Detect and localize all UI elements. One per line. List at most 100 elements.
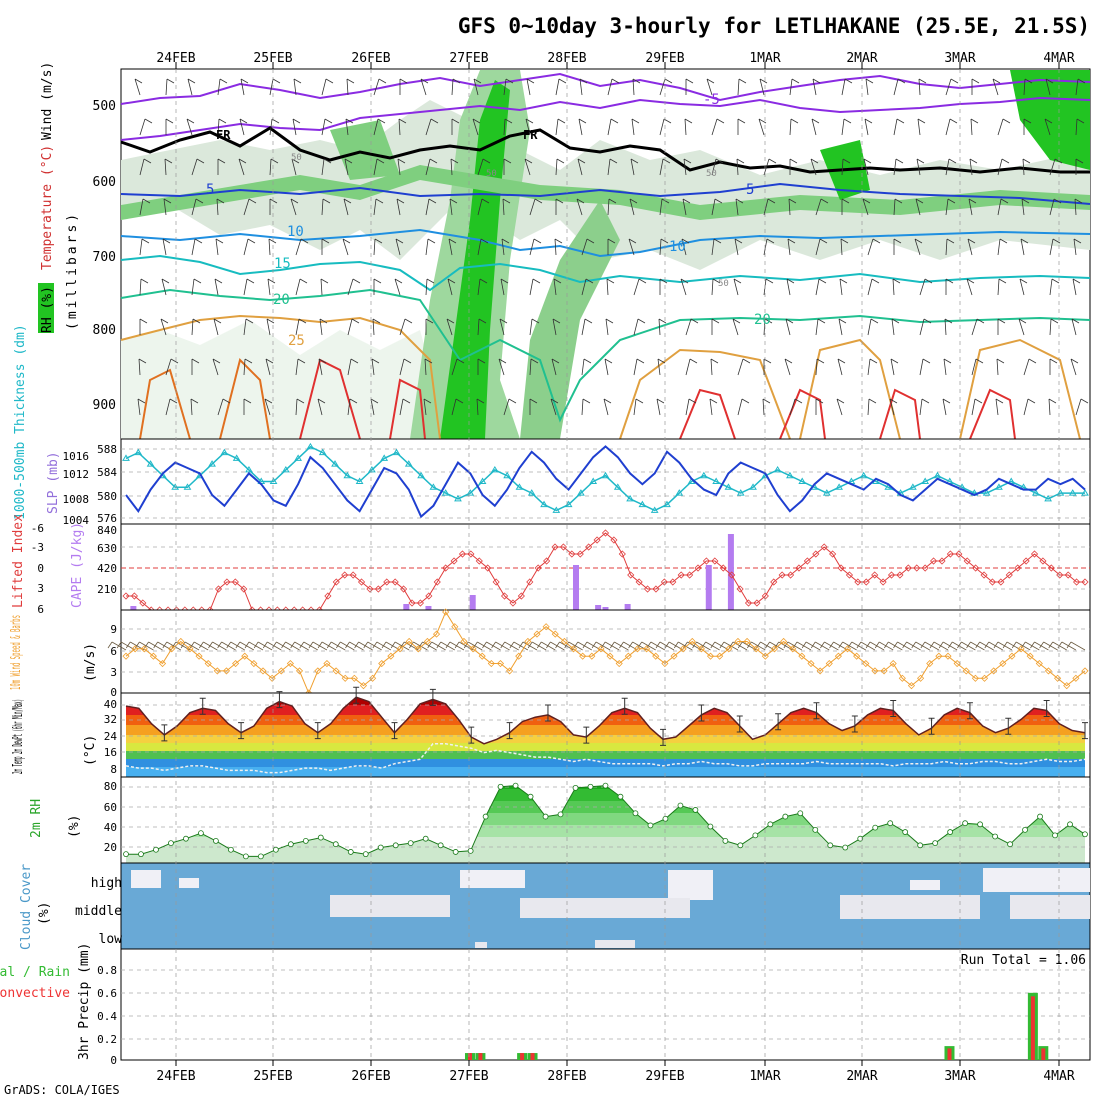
upper-wind-barb — [344, 158, 353, 176]
upper-wind-barb — [371, 358, 380, 376]
upper-wind-barb — [345, 118, 354, 136]
wind-marker — [332, 667, 340, 675]
contour-label-15: 15 — [274, 256, 291, 272]
thickness-marker — [466, 489, 475, 496]
upper-wind-barb — [295, 278, 308, 296]
temp-minmax-bar — [353, 686, 360, 704]
wind10-barb — [993, 641, 1013, 651]
precip-convective-bar — [1041, 1048, 1046, 1060]
wind10-barb — [536, 641, 556, 651]
upper-wind-barb — [1049, 198, 1062, 216]
rh-marker — [572, 784, 579, 791]
wind-marker — [816, 667, 824, 675]
wind-marker — [469, 645, 477, 653]
thickness-marker — [122, 454, 130, 461]
temp-minmax-bar — [238, 722, 245, 740]
upper-wind-barb — [295, 318, 307, 336]
slp-tick-1008: 1008 — [63, 493, 90, 506]
upper-wind-barb — [139, 198, 151, 216]
upper-wind-barb — [685, 318, 699, 336]
upper-wind-barb — [395, 238, 404, 256]
wind-marker — [432, 630, 441, 638]
wind-marker — [149, 652, 157, 660]
rh-marker — [1022, 826, 1028, 833]
date-label-bottom: 3MAR — [944, 1069, 975, 1084]
thickness-marker — [835, 483, 843, 490]
rh-marker — [542, 813, 549, 820]
rh-marker — [1067, 821, 1073, 828]
wind-marker — [716, 652, 724, 660]
upper-wind-barb — [347, 358, 359, 376]
rh-fill-secondary — [520, 200, 620, 439]
li-marker — [736, 585, 744, 593]
credit-text: GrADS: COLA/IGES — [4, 1083, 120, 1097]
wind-marker — [222, 667, 231, 675]
rh-marker — [287, 841, 294, 848]
upper-wind-barb — [187, 78, 196, 96]
upper-wind-barb — [291, 158, 300, 176]
precip-tick-0-6: 0.6 — [97, 987, 117, 1000]
wind10-barb — [765, 641, 784, 651]
wind-marker — [597, 645, 605, 653]
upper-air-panel: -5 FR FR 5 5 10 10 15 20 20 25 50 50 50 … — [38, 62, 1091, 440]
upper-wind-barb — [217, 158, 226, 175]
rh-marker — [602, 782, 609, 789]
upper-wind-barb — [890, 358, 899, 376]
upper-wind-barb — [293, 78, 302, 96]
upper-wind-barb — [607, 118, 619, 136]
wind-marker — [1017, 645, 1025, 653]
upper-wind-barb — [503, 398, 517, 416]
upper-label-rh: RH (%) — [40, 286, 55, 333]
wind10-barb — [162, 641, 181, 651]
upper-wind-barb — [214, 278, 223, 296]
wind10-barb — [509, 641, 529, 651]
li-marker — [601, 529, 610, 537]
date-label-top: 1MAR — [749, 51, 780, 66]
upper-wind-barb — [238, 158, 247, 176]
thickness-marker — [404, 460, 413, 467]
wind-marker — [944, 652, 952, 660]
upper-wind-barb — [447, 278, 456, 296]
temp-minmax-bar — [966, 702, 973, 720]
li-marker — [240, 585, 248, 593]
upper-wind-barb — [1020, 238, 1029, 256]
wind10-barb — [838, 641, 857, 651]
wind10-barb — [975, 641, 994, 651]
upper-wind-barb — [1049, 278, 1060, 296]
cloud-gap-low-1 — [475, 942, 487, 948]
upper-wind-barb — [840, 238, 849, 256]
thickness-marker — [699, 471, 708, 479]
upper-wind-barb — [943, 358, 952, 376]
thickness-markers — [122, 442, 1089, 513]
rh-marker — [138, 851, 144, 858]
wind-marker — [843, 645, 852, 653]
upper-wind-barb — [997, 278, 1007, 296]
contour-label-20-a: 20 — [273, 292, 290, 308]
li-marker — [517, 592, 525, 600]
upper-wind-barb — [503, 78, 514, 96]
upper-wind-barb — [737, 358, 751, 376]
upper-wind-barb — [867, 238, 881, 256]
pressure-axis: 500 600 700 800 900 — [93, 99, 116, 413]
upper-wind-barb — [633, 358, 645, 376]
rh-fill-mid — [121, 100, 1090, 270]
li-marker — [938, 557, 946, 565]
upper-wind-barb — [321, 238, 330, 255]
rh-marker — [587, 783, 594, 790]
upper-wind-barb — [1072, 278, 1081, 296]
li-marker — [980, 571, 988, 579]
temp-grid — [121, 704, 1090, 753]
upper-wind-barb — [841, 78, 853, 96]
wind10-barb — [199, 641, 218, 651]
upper-wind-barb — [945, 198, 956, 216]
wind10-barb — [856, 641, 876, 651]
wind-marker — [962, 667, 970, 675]
wind-marker — [515, 652, 523, 660]
wind-marker — [780, 637, 788, 646]
upper-wind-barb — [1023, 398, 1036, 416]
upper-wind-barb — [603, 398, 612, 416]
upper-wind-barb — [657, 358, 666, 376]
upper-wind-barb — [762, 398, 771, 416]
upper-label-wind: Wind (m/s) — [40, 62, 55, 140]
li-marker — [1081, 578, 1089, 586]
